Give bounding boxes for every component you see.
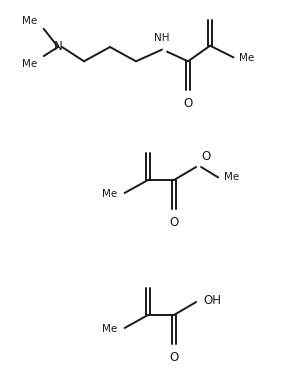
Text: O: O xyxy=(169,216,179,229)
Text: N: N xyxy=(54,39,62,52)
Text: NH: NH xyxy=(154,33,170,43)
Text: Me: Me xyxy=(102,324,118,334)
Text: O: O xyxy=(201,150,210,163)
Text: Me: Me xyxy=(239,53,255,64)
Text: Me: Me xyxy=(224,172,239,182)
Text: Me: Me xyxy=(23,59,38,69)
Text: Me: Me xyxy=(23,16,38,26)
Text: Me: Me xyxy=(102,189,118,199)
Text: O: O xyxy=(169,350,179,363)
Text: OH: OH xyxy=(203,293,221,306)
Text: O: O xyxy=(183,97,193,110)
